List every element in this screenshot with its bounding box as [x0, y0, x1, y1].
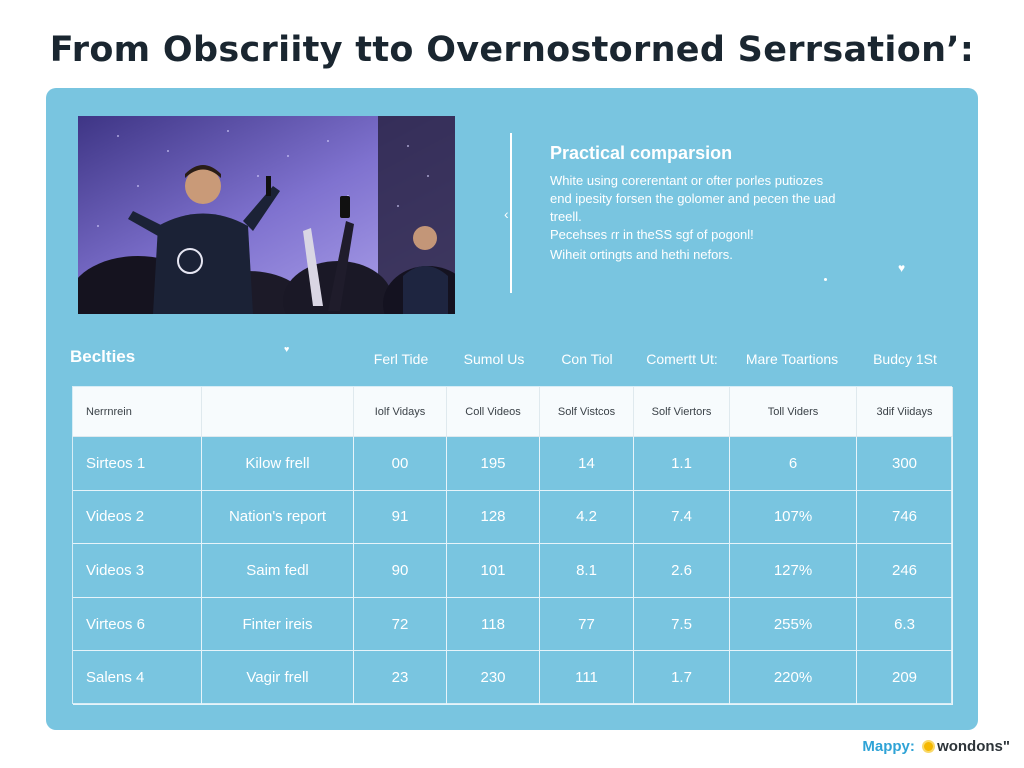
- info-line: Pecehses ɾr in theSS sgf of pogonl!: [550, 227, 754, 242]
- table-cell: 246: [857, 544, 953, 598]
- table-cell: 7.4: [634, 490, 730, 545]
- table-cell: Kilow frell: [202, 437, 354, 491]
- page-title: From Obscriity tto Overnostorned Serrsat…: [49, 30, 975, 70]
- footer-brand: Mappy: wondons": [862, 738, 1010, 755]
- info-line: end ipesity forsen the golomer and pecen…: [550, 191, 836, 206]
- column-header: Ferl Tide: [373, 351, 429, 367]
- table-header-cell: Nerrnrein: [73, 387, 202, 437]
- brand-label: Mappy:: [862, 738, 915, 755]
- table-cell: Nation's report: [202, 490, 354, 545]
- info-line: Wiheit ortingts and hethi nefors.: [550, 247, 733, 262]
- table-cell: 90: [354, 544, 447, 598]
- table-cell: 6: [730, 437, 857, 491]
- table-cell: Finter ireis: [202, 597, 354, 652]
- column-header: Comertt Ut:: [646, 351, 718, 367]
- table-cell: 101: [447, 544, 540, 598]
- column-header: Budcy 1St: [873, 351, 937, 367]
- table-cell: 8.1: [540, 544, 634, 598]
- table-cell: Virteos 6: [73, 597, 202, 652]
- table-cell: 255%: [730, 597, 857, 652]
- table-cell: 128: [447, 490, 540, 545]
- info-line: treell.: [550, 209, 582, 224]
- table-cell: 1.7: [634, 651, 730, 705]
- table-cell: 91: [354, 490, 447, 545]
- event-photo: [78, 116, 455, 314]
- info-block: Practical comparsion White using coreren…: [550, 143, 930, 264]
- data-table: Nerrnrein Iolf Vidays Coll Videos Solf V…: [72, 386, 953, 705]
- table-cell: Saim fedl: [202, 544, 354, 598]
- coin-icon: [922, 740, 936, 753]
- table-cell: 1.1: [634, 437, 730, 491]
- table-header-cell: Iolf Vidays: [354, 387, 447, 437]
- column-header: Con Tiol: [561, 351, 613, 367]
- content-panel: ‹ Practical comparsion White using corer…: [46, 88, 978, 730]
- table-cell: 111: [540, 651, 634, 705]
- divider-notch: ‹: [504, 206, 509, 222]
- table-header-cell: 3dif Viidays: [857, 387, 953, 437]
- sparkle-dot: [824, 278, 827, 281]
- table-cell: 72: [354, 597, 447, 652]
- table-cell: 195: [447, 437, 540, 491]
- product-label: wondons": [937, 738, 1010, 755]
- table-cell: 118: [447, 597, 540, 652]
- table-cell: 23: [354, 651, 447, 705]
- table-header-cell: Solf Viertors: [634, 387, 730, 437]
- table-cell: Sirteos 1: [73, 437, 202, 491]
- info-line: White using corerentant or ofter porles …: [550, 173, 824, 188]
- table-cell: 00: [354, 437, 447, 491]
- table-cell: 7.5: [634, 597, 730, 652]
- table-cell: Videos 2: [73, 490, 202, 545]
- table-cell: 300: [857, 437, 953, 491]
- table-cell: 107%: [730, 490, 857, 545]
- info-heading: Practical comparsion: [550, 143, 733, 163]
- table-header-cell: Solf Vistcos: [540, 387, 634, 437]
- table-header-cell: Coll Videos: [447, 387, 540, 437]
- table-cell: 127%: [730, 544, 857, 598]
- table-cell: 77: [540, 597, 634, 652]
- table-cell: 220%: [730, 651, 857, 705]
- table-cell: 209: [857, 651, 953, 705]
- table-cell: Salens 4: [73, 651, 202, 705]
- heart-icon: ♥: [898, 261, 906, 275]
- table-cell: 14: [540, 437, 634, 491]
- table-cell: 6.3: [857, 597, 953, 652]
- table-cell: Videos 3: [73, 544, 202, 598]
- column-header: Mare Toartions: [745, 351, 839, 367]
- table-cell: Vagir frell: [202, 651, 354, 705]
- divider-line: [510, 133, 512, 293]
- heart-icon: ♥: [284, 344, 290, 354]
- table-cell: 746: [857, 490, 953, 545]
- column-header: Sumol Us: [463, 351, 525, 367]
- section-label: Beclties: [70, 347, 136, 366]
- table-cell: 2.6: [634, 544, 730, 598]
- table-header-cell: [202, 387, 354, 437]
- table-cell: 4.2: [540, 490, 634, 545]
- table-header-cell: Toll Viders: [730, 387, 857, 437]
- table-cell: 230: [447, 651, 540, 705]
